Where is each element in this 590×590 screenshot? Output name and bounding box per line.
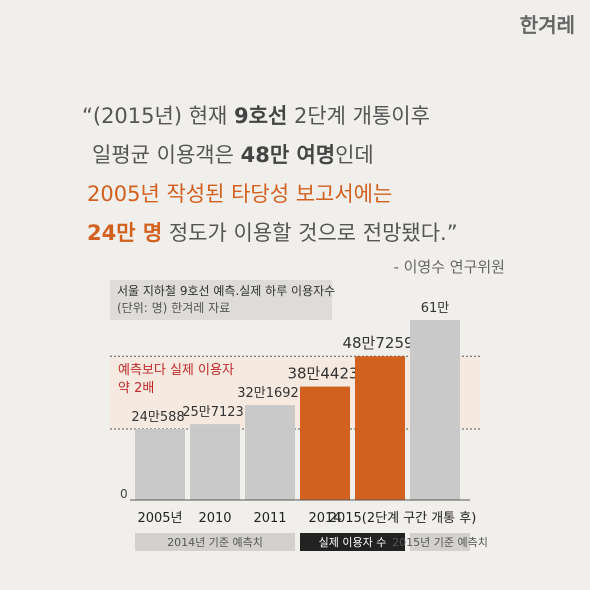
- quote-line: “(2015년) 현재 9호선 2단계 개통이후: [82, 104, 430, 128]
- title-box: [110, 280, 332, 320]
- chart-title: 서울 지하철 9호선 예측.실제 하루 이용자수: [117, 284, 335, 298]
- value-label: 61만: [421, 301, 450, 316]
- value-label: 24만588: [131, 410, 184, 425]
- value-label: 32만1692: [237, 386, 299, 401]
- quote-text: 일평균 이용객은: [92, 143, 241, 167]
- quote-bold: 9호선: [234, 104, 287, 128]
- bar: [135, 429, 185, 500]
- value-label: 25만7123: [182, 405, 244, 420]
- quote-text: 2단계 개통이후: [287, 104, 430, 128]
- x-tick-label: 2005년: [137, 511, 182, 526]
- annotation: 약 2배: [118, 381, 154, 396]
- bar: [190, 424, 240, 500]
- logo: 한겨레: [520, 13, 575, 37]
- quote-text: “(2015년) 현재: [82, 104, 234, 128]
- chart-subtitle: (단위: 명) 한겨레 자료: [117, 301, 230, 315]
- quote-bold: 24만 명: [87, 221, 162, 245]
- y-tick-label: 0: [120, 487, 128, 501]
- group-label: 실제 이용자 수: [319, 536, 387, 549]
- x-tick-label: 2011: [253, 511, 286, 526]
- attribution: - 이영수 연구위원: [393, 258, 505, 276]
- group-label: 2015년 기준 예측치: [392, 536, 488, 549]
- quote-line: 2005년 작성된 타당성 보고서에는: [87, 182, 392, 206]
- quote-text: 정도가 이용할 것으로 전망됐다.”: [162, 221, 457, 245]
- value-label: 38만4423: [287, 365, 358, 383]
- x-tick-label: 2015(2단계 구간 개통 후): [329, 511, 477, 526]
- bar: [410, 320, 460, 500]
- quote-text: 인데: [335, 143, 374, 167]
- quote-bold: 48만 여명: [241, 143, 336, 167]
- quote-line: 24만 명 정도가 이용할 것으로 전망됐다.”: [87, 221, 458, 245]
- bar: [245, 405, 295, 500]
- group-label: 2014년 기준 예측치: [167, 536, 263, 549]
- quote-line: 일평균 이용객은 48만 여명인데: [92, 143, 374, 167]
- group-box: [410, 533, 470, 551]
- annotation: 예측보다 실제 이용자: [118, 363, 234, 378]
- x-tick-label: 2014: [308, 511, 341, 526]
- bar: [300, 386, 350, 500]
- bar: [355, 356, 405, 500]
- x-tick-label: 2010: [198, 511, 231, 526]
- value-label: 48만7259: [342, 334, 413, 352]
- group-box: [300, 533, 405, 551]
- group-box: [135, 533, 295, 551]
